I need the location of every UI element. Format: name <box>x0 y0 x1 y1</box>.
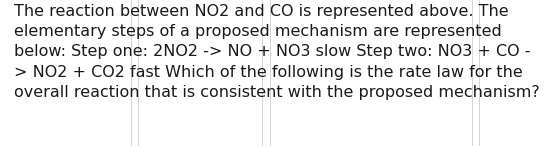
Text: The reaction between NO2 and CO is represented above. The
elementary steps of a : The reaction between NO2 and CO is repre… <box>14 4 540 100</box>
